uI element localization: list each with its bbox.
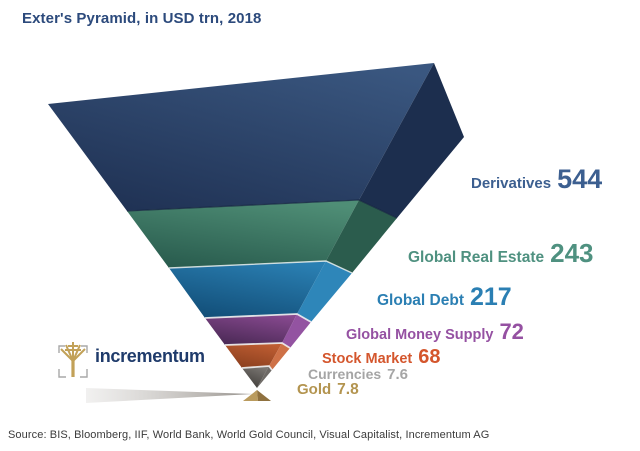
- ground-swoosh-shadow: [86, 388, 253, 403]
- page-title: Exter's Pyramid, in USD trn, 2018: [22, 10, 262, 27]
- layer-currencies-front: [242, 366, 269, 388]
- separator-realestate-debt: [168, 260, 353, 274]
- label-value: 68: [418, 346, 441, 368]
- layer-derivatives-side: [359, 63, 464, 218]
- layer-gold-apex: [243, 390, 271, 401]
- label-global-money-supply: Global Money Supply 72: [346, 321, 524, 343]
- separator-stockmarket-currencies: [241, 365, 273, 371]
- layer-derivatives-front: [48, 63, 434, 211]
- gold-triangle-left-face: [243, 390, 258, 401]
- label-value: 544: [557, 164, 603, 194]
- label-value: 7.8: [337, 381, 359, 398]
- layer-global-debt-side: [297, 261, 352, 322]
- layer-global-debt-front: [169, 261, 326, 318]
- layer-stock-market-side: [269, 343, 290, 370]
- pyramid-layers: [48, 63, 464, 388]
- label-stock-market: Stock Market 68: [322, 347, 441, 367]
- tree-trunk: [71, 359, 75, 377]
- tree-icon: [58, 342, 88, 378]
- layer-real-estate-front: [127, 200, 359, 268]
- source-caption: Source: BIS, Bloomberg, IIF, World Bank,…: [8, 429, 490, 441]
- label-global-real-estate: Global Real Estate 243: [408, 240, 594, 266]
- label-text: Currencies: [308, 366, 382, 382]
- label-text: Derivatives: [471, 175, 552, 192]
- label-value: 72: [499, 319, 524, 344]
- layer-money-supply-front: [205, 314, 297, 345]
- logo-corner-brackets: [58, 345, 88, 378]
- label-text: Gold: [297, 381, 332, 398]
- label-value: 217: [469, 283, 512, 311]
- logo-text: incrementum: [95, 346, 205, 366]
- label-text: Global Real Estate: [408, 249, 545, 266]
- layer-currencies-side: [257, 366, 272, 388]
- separator-derivatives-realestate: [126, 199, 398, 219]
- label-currencies: Currencies 7.6: [308, 367, 408, 382]
- label-gold: Gold 7.8: [297, 382, 359, 398]
- separator-moneysupply-stockmarket: [224, 342, 291, 349]
- layer-real-estate-side: [326, 200, 397, 273]
- label-text: Stock Market: [322, 351, 413, 367]
- label-global-debt: Global Debt 217: [377, 285, 512, 310]
- layer-stock-market-front: [225, 343, 282, 368]
- incrementum-logo: incrementum: [56, 340, 205, 382]
- gold-triangle-right-face: [257, 390, 271, 401]
- label-value: 243: [550, 238, 594, 268]
- label-text: Global Debt: [377, 292, 464, 309]
- label-derivatives: Derivatives 544: [471, 166, 602, 193]
- label-text: Global Money Supply: [346, 327, 494, 343]
- tree-branches: [60, 342, 86, 362]
- separator-debt-moneysupply: [204, 313, 312, 323]
- label-value: 7.6: [387, 366, 409, 383]
- layer-money-supply-side: [282, 314, 311, 348]
